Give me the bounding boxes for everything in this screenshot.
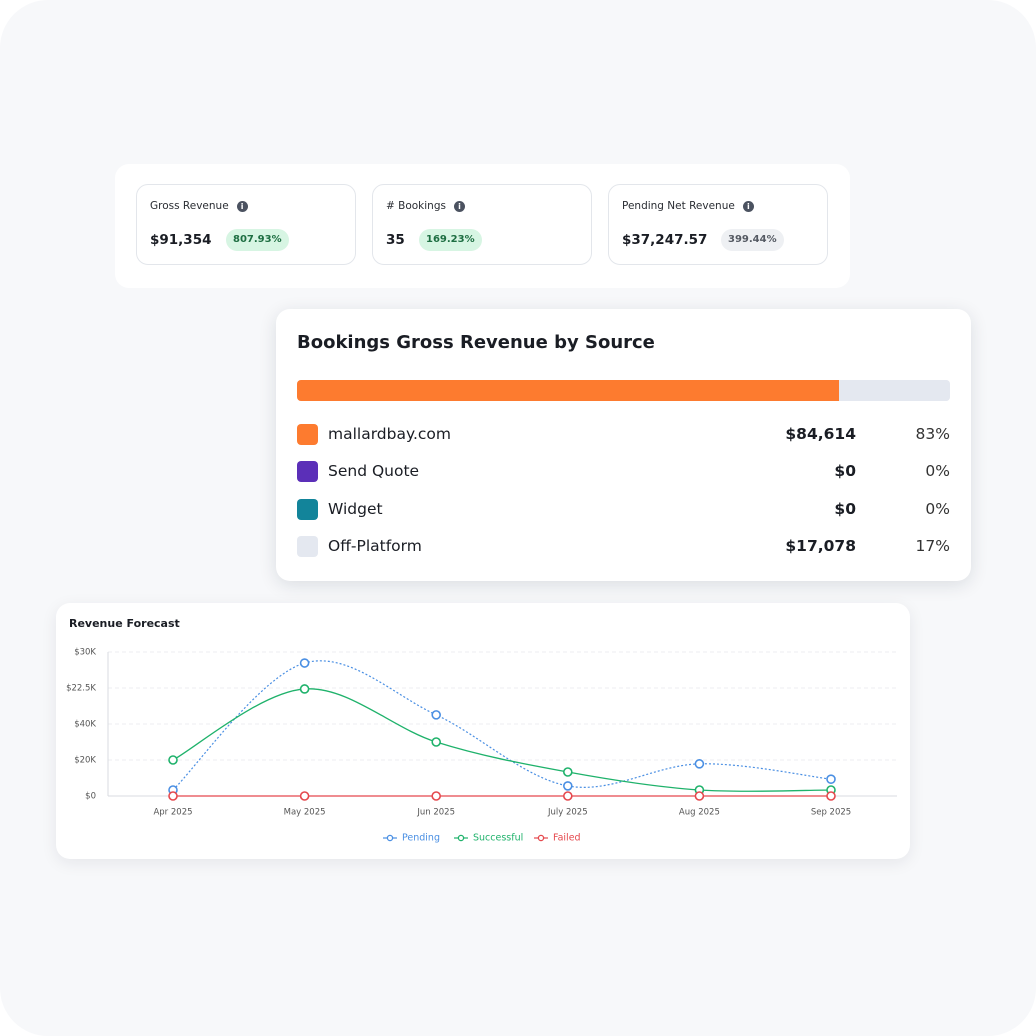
kpi-value: 35 — [386, 232, 405, 248]
series-point — [168, 791, 178, 801]
source-amount: $0 — [834, 462, 856, 481]
y-tick-label: $30K — [74, 648, 96, 658]
y-tick-label: $22.5K — [66, 684, 96, 694]
source-title: Bookings Gross Revenue by Source — [297, 332, 655, 353]
kpi-label: # Bookings — [386, 200, 446, 212]
x-tick-label: Sep 2025 — [811, 808, 851, 818]
legend-label: Failed — [553, 833, 581, 844]
legend-label: Successful — [473, 833, 523, 844]
source-name: mallardbay.com — [328, 425, 451, 443]
source-bar-segment — [838, 380, 950, 401]
kpi-value: $91,354 — [150, 232, 212, 248]
series-point — [826, 791, 836, 801]
series-point — [562, 781, 573, 791]
series-point — [299, 658, 310, 668]
legend-marker — [537, 834, 545, 842]
source-row: Send Quote $0 0% — [297, 461, 950, 483]
kpi-panel: Gross Revenue i $91,354 807.93% # Bookings i 3… — [115, 164, 850, 288]
series-point — [168, 755, 178, 765]
source-row: mallardbay.com $84,614 83% — [297, 424, 950, 446]
series-point — [826, 774, 836, 784]
kpi-value: $37,247.57 — [622, 232, 708, 248]
source-amount: $17,078 — [785, 536, 856, 555]
x-tick-label: Apr 2025 — [153, 808, 192, 818]
series-point — [431, 791, 442, 801]
series-point — [431, 737, 442, 747]
kpi-card: Gross Revenue i $91,354 807.93% — [136, 184, 356, 265]
kpi-label-row: Gross Revenue i — [150, 200, 248, 212]
source-row: Widget $0 0% — [297, 498, 950, 521]
info-icon: i — [236, 200, 248, 212]
info-icon: i — [742, 200, 754, 212]
source-swatch — [297, 461, 318, 483]
series-point — [694, 759, 705, 769]
legend-label: Pending — [402, 833, 440, 844]
kpi-change: 399.44% — [721, 229, 784, 251]
source-row: Off-Platform $17,078 17% — [297, 535, 950, 558]
x-tick-label: July 2025 — [547, 808, 588, 818]
kpi-card: # Bookings i 35 169.23% — [372, 184, 592, 265]
source-percent: 83% — [915, 425, 950, 443]
source-percent: 0% — [925, 462, 950, 481]
kpi-label-row: Pending Net Revenue i — [622, 200, 754, 212]
source-name: Off-Platform — [328, 536, 422, 555]
series-point — [562, 791, 573, 801]
kpi-change: 169.23% — [419, 229, 482, 251]
series-line — [172, 660, 832, 791]
legend-marker — [386, 834, 394, 842]
source-swatch — [297, 424, 318, 445]
series-point — [694, 791, 705, 801]
source-percent: 0% — [925, 499, 950, 518]
y-tick-label: $20K — [74, 756, 96, 766]
source-percent: 17% — [915, 536, 950, 555]
series-point — [299, 791, 310, 801]
chart: Revenue Forecast $0 $20K $40K $22.5K $30K Apr… — [66, 617, 897, 844]
y-tick-label: $0 — [85, 792, 96, 802]
x-tick-label: Aug 2025 — [679, 808, 720, 818]
source-name: Send Quote — [328, 462, 420, 481]
kpi-label: Gross Revenue — [150, 200, 229, 212]
x-tick-label: Jun 2025 — [416, 808, 455, 818]
y-tick-label: $40K — [74, 720, 96, 730]
forecast-panel: Revenue Forecast $0 $20K $40K $22.5K $30K Apr… — [56, 603, 910, 859]
chart-title: Revenue Forecast — [69, 617, 180, 630]
legend-marker — [457, 834, 465, 842]
kpi-card: Pending Net Revenue i $37,247.57 399.44% — [608, 184, 828, 265]
source-swatch — [297, 535, 318, 557]
kpi-label-row: # Bookings i — [386, 200, 465, 212]
info-icon: i — [453, 200, 465, 212]
source-name: Widget — [328, 499, 383, 518]
source-amount: $0 — [834, 499, 856, 518]
source-panel: Bookings Gross Revenue by Source mallard… — [276, 309, 971, 581]
source-amount: $84,614 — [785, 425, 856, 443]
kpi-change: 807.93% — [226, 229, 289, 251]
series-point — [299, 684, 310, 694]
source-bar-segment — [297, 380, 839, 401]
series-line — [172, 688, 832, 792]
series-point — [562, 767, 573, 777]
x-tick-label: May 2025 — [284, 808, 326, 818]
source-swatch — [297, 498, 318, 520]
kpi-label: Pending Net Revenue — [622, 200, 735, 212]
series-point — [431, 710, 442, 720]
source-bar-track — [297, 380, 950, 401]
